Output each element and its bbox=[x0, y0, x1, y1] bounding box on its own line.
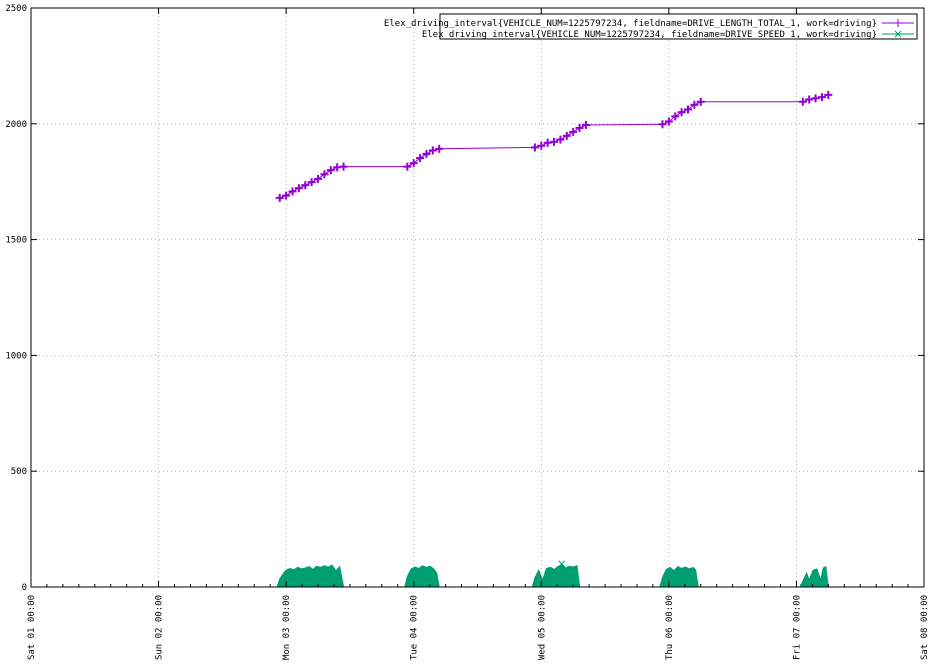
series-length-point bbox=[556, 135, 565, 144]
y-tick-label: 2500 bbox=[5, 4, 27, 14]
series-length-point bbox=[416, 154, 425, 163]
series-length-point bbox=[696, 97, 705, 106]
series-length-point bbox=[811, 94, 820, 103]
legend-swatch-marker bbox=[894, 19, 902, 27]
x-tick-label: Thu 06 00:00 bbox=[665, 595, 675, 660]
series-length-point bbox=[537, 141, 546, 150]
series-length-point bbox=[805, 95, 814, 104]
x-tick-label: Wed 05 00:00 bbox=[537, 595, 547, 660]
series-length-point bbox=[550, 137, 559, 146]
x-tick-label: Sun 02 00:00 bbox=[155, 595, 165, 660]
legend-swatch-marker bbox=[894, 30, 902, 38]
series-length-point bbox=[409, 159, 418, 168]
series-length-point bbox=[288, 187, 297, 196]
series-layer bbox=[275, 90, 833, 588]
series-speed-burst bbox=[799, 565, 829, 588]
series-length-point bbox=[294, 184, 303, 193]
series-speed-burst bbox=[404, 565, 440, 588]
plot-frame bbox=[30, 7, 925, 588]
axis-layer: 0 500 1000 1500 2000 2500 Sat 01 00:00 Sun 02 0… bbox=[5, 4, 930, 660]
legend-label: Elex_driving_interval{VEHICLE_NUM=122579… bbox=[422, 30, 877, 40]
series-length-point bbox=[282, 191, 291, 200]
series-length-line bbox=[279, 94, 829, 199]
series-length-point bbox=[314, 174, 323, 183]
x-tick-label: Mon 03 00:00 bbox=[282, 595, 292, 660]
y-tick-label: 500 bbox=[11, 467, 27, 477]
x-tick-label: Tue 04 00:00 bbox=[410, 595, 420, 660]
series-length-point bbox=[817, 93, 826, 102]
series-length-point bbox=[339, 162, 348, 171]
series-length-point bbox=[422, 149, 431, 158]
series-length-point bbox=[581, 120, 590, 129]
legend-label: Elex_driving_interval{VEHICLE_NUM=122579… bbox=[384, 19, 877, 29]
series-length-point bbox=[307, 178, 316, 187]
series-speed-burst bbox=[531, 564, 581, 588]
series-length-point bbox=[530, 143, 539, 152]
series-length-point bbox=[435, 144, 444, 153]
series-length-point bbox=[671, 112, 680, 121]
series-speed-burst bbox=[659, 565, 699, 588]
series-length-point bbox=[562, 131, 571, 140]
series-length-point bbox=[275, 193, 284, 202]
y-tick-label: 0 bbox=[22, 583, 27, 593]
series-speed-burst bbox=[276, 564, 345, 588]
series-length-point bbox=[326, 166, 335, 175]
series-length-point bbox=[575, 123, 584, 132]
y-tick-label: 1000 bbox=[5, 351, 27, 361]
series-speed-point bbox=[558, 560, 566, 568]
series-length-point bbox=[824, 90, 833, 99]
grid-lines bbox=[31, 8, 924, 587]
series-length-point bbox=[683, 105, 692, 114]
series-length-point bbox=[301, 181, 310, 190]
y-tick-label: 1500 bbox=[5, 236, 27, 246]
series-length-point bbox=[798, 97, 807, 106]
series-length-point bbox=[569, 127, 578, 136]
series-length-point bbox=[677, 108, 686, 117]
series-length-point bbox=[658, 120, 667, 129]
series-length-point bbox=[690, 100, 699, 109]
series-length-point bbox=[428, 146, 437, 155]
x-tick-label: Sat 08 00:00 bbox=[920, 595, 930, 660]
series-length-point bbox=[320, 170, 329, 179]
y-tick-label: 2000 bbox=[5, 120, 27, 130]
series-length-point bbox=[664, 117, 673, 126]
x-tick-label: Fri 07 00:00 bbox=[792, 595, 802, 660]
legend: Elex_driving_interval{VEHICLE_NUM=122579… bbox=[384, 13, 918, 40]
x-tick-label: Sat 01 00:00 bbox=[27, 595, 37, 660]
series-length-point bbox=[403, 162, 412, 171]
legend-box bbox=[439, 13, 918, 40]
